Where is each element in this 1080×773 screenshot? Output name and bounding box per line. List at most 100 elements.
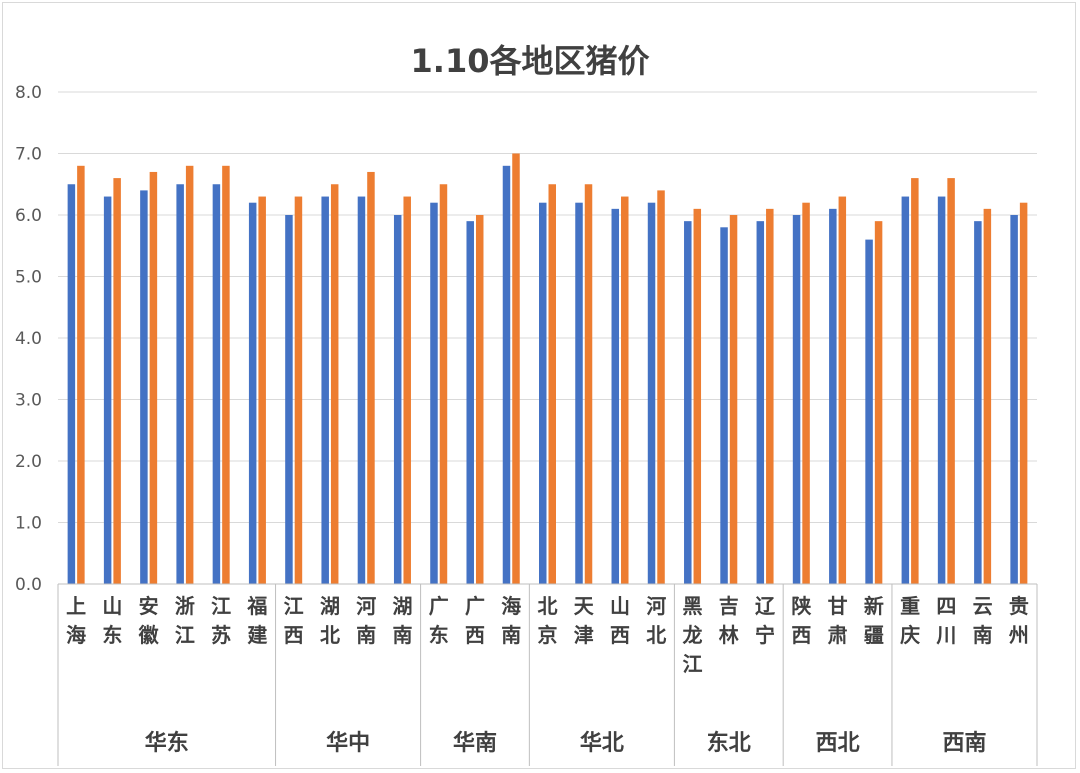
category-label: 福建 bbox=[246, 594, 267, 647]
category-label: 广东 bbox=[429, 594, 449, 647]
category-label: 湖南 bbox=[392, 594, 412, 647]
y-tick-label: 0.0 bbox=[15, 575, 42, 595]
category-label: 山西 bbox=[610, 594, 630, 647]
bar bbox=[720, 227, 728, 585]
bar bbox=[874, 221, 883, 584]
bar bbox=[140, 190, 148, 584]
group-label: 华东 bbox=[145, 730, 189, 756]
bar bbox=[729, 215, 738, 584]
bar bbox=[357, 196, 366, 585]
bar bbox=[248, 202, 257, 584]
category-label: 辽宁 bbox=[755, 594, 776, 647]
category-label: 江苏 bbox=[211, 594, 231, 647]
y-tick-label: 4.0 bbox=[15, 329, 42, 349]
bar bbox=[113, 178, 121, 584]
y-tick-label: 3.0 bbox=[15, 391, 42, 411]
group-label: 华南 bbox=[453, 730, 497, 756]
category-label: 河南 bbox=[356, 594, 376, 647]
bar bbox=[657, 190, 665, 584]
bar bbox=[502, 165, 511, 585]
bar bbox=[684, 221, 692, 584]
bar bbox=[548, 184, 556, 584]
bar bbox=[802, 202, 810, 584]
y-tick-label: 8.0 bbox=[15, 83, 42, 103]
bar bbox=[539, 202, 547, 584]
category-label: 北京 bbox=[538, 594, 558, 647]
bar bbox=[103, 196, 112, 585]
category-label: 吉林 bbox=[719, 594, 739, 647]
category-label: 黑龙江 bbox=[683, 594, 703, 676]
bar bbox=[611, 208, 620, 584]
category-label: 山东 bbox=[102, 594, 122, 647]
category-label: 陕西 bbox=[791, 594, 811, 647]
bar bbox=[947, 178, 955, 584]
y-tick-label: 6.0 bbox=[15, 206, 42, 226]
group-labels: 华东 华中 华南 华北 东北 西北 西南 bbox=[57, 584, 1038, 766]
bar bbox=[149, 171, 158, 584]
y-tick-label: 1.0 bbox=[15, 514, 42, 534]
category-label: 湖北 bbox=[320, 594, 340, 647]
bar bbox=[901, 196, 910, 585]
category-label: 云南 bbox=[973, 594, 993, 647]
bar bbox=[367, 171, 375, 584]
bar bbox=[439, 184, 448, 584]
y-tick-label: 5.0 bbox=[15, 268, 42, 288]
group-label: 华北 bbox=[580, 730, 624, 756]
category-label: 甘肃 bbox=[828, 594, 848, 647]
bar bbox=[911, 178, 919, 584]
category-label: 四川 bbox=[935, 594, 956, 647]
bar bbox=[647, 202, 656, 584]
bar bbox=[1019, 202, 1028, 584]
y-tick-label: 2.0 bbox=[15, 452, 42, 472]
category-labels: 上海山东安徽浙江江苏福建江西湖北河南湖南广东广西海南北京天津山西河北黑龙江吉林辽… bbox=[66, 594, 1029, 676]
bar bbox=[321, 196, 329, 585]
category-label: 河北 bbox=[646, 594, 666, 647]
category-label: 上海 bbox=[66, 594, 86, 647]
category-label: 安徽 bbox=[138, 594, 160, 647]
bar bbox=[756, 221, 765, 584]
bar bbox=[1010, 215, 1018, 584]
bars bbox=[67, 153, 1028, 585]
bar bbox=[766, 208, 774, 584]
category-label: 江西 bbox=[284, 594, 304, 647]
bar bbox=[176, 184, 184, 584]
bar bbox=[285, 215, 293, 584]
category-label: 重庆 bbox=[900, 594, 920, 647]
bar bbox=[974, 221, 982, 584]
bar bbox=[258, 196, 266, 585]
y-axis-ticks: 0.0 1.0 2.0 3.0 4.0 5.0 6.0 7.0 8.0 bbox=[15, 83, 42, 595]
bar bbox=[838, 196, 847, 585]
category-label: 海南 bbox=[501, 594, 521, 647]
bar bbox=[792, 215, 801, 584]
group-label: 华中 bbox=[326, 730, 370, 756]
bar bbox=[67, 184, 76, 584]
group-label: 西南 bbox=[942, 731, 986, 756]
bar bbox=[829, 208, 837, 584]
category-label: 广西 bbox=[465, 594, 485, 647]
bar bbox=[77, 165, 85, 585]
chart-title: 1.10各地区猪价 bbox=[411, 42, 650, 80]
bar bbox=[222, 165, 230, 585]
group-label: 西北 bbox=[816, 731, 860, 756]
bar bbox=[212, 184, 221, 584]
category-label: 新疆 bbox=[864, 594, 884, 647]
category-label: 天津 bbox=[574, 594, 595, 647]
bar bbox=[693, 208, 702, 584]
bar bbox=[393, 215, 402, 584]
bar bbox=[294, 196, 303, 585]
category-label: 浙江 bbox=[175, 594, 195, 647]
bar bbox=[185, 165, 194, 585]
gridlines bbox=[58, 91, 1037, 523]
bar bbox=[466, 221, 474, 584]
bar bbox=[512, 153, 520, 584]
category-label: 贵州 bbox=[1009, 594, 1029, 647]
bar bbox=[937, 196, 946, 585]
bar bbox=[584, 184, 593, 584]
bar bbox=[621, 196, 629, 585]
bar bbox=[330, 184, 339, 584]
bar bbox=[475, 215, 484, 584]
bar bbox=[403, 196, 411, 585]
bar bbox=[430, 202, 438, 584]
bar bbox=[983, 208, 992, 584]
